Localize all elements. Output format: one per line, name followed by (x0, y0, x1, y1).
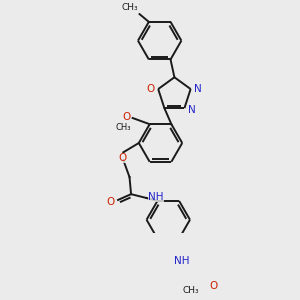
Text: CH₃: CH₃ (122, 3, 138, 12)
Text: NH: NH (174, 256, 189, 266)
Text: O: O (147, 84, 155, 94)
Text: O: O (106, 197, 115, 207)
Text: CH₃: CH₃ (116, 123, 131, 132)
Text: NH: NH (148, 192, 164, 202)
Text: N: N (188, 105, 195, 115)
Text: O: O (118, 153, 127, 163)
Text: N: N (194, 84, 202, 94)
Text: O: O (123, 112, 131, 122)
Text: O: O (209, 281, 217, 291)
Text: CH₃: CH₃ (182, 286, 199, 295)
